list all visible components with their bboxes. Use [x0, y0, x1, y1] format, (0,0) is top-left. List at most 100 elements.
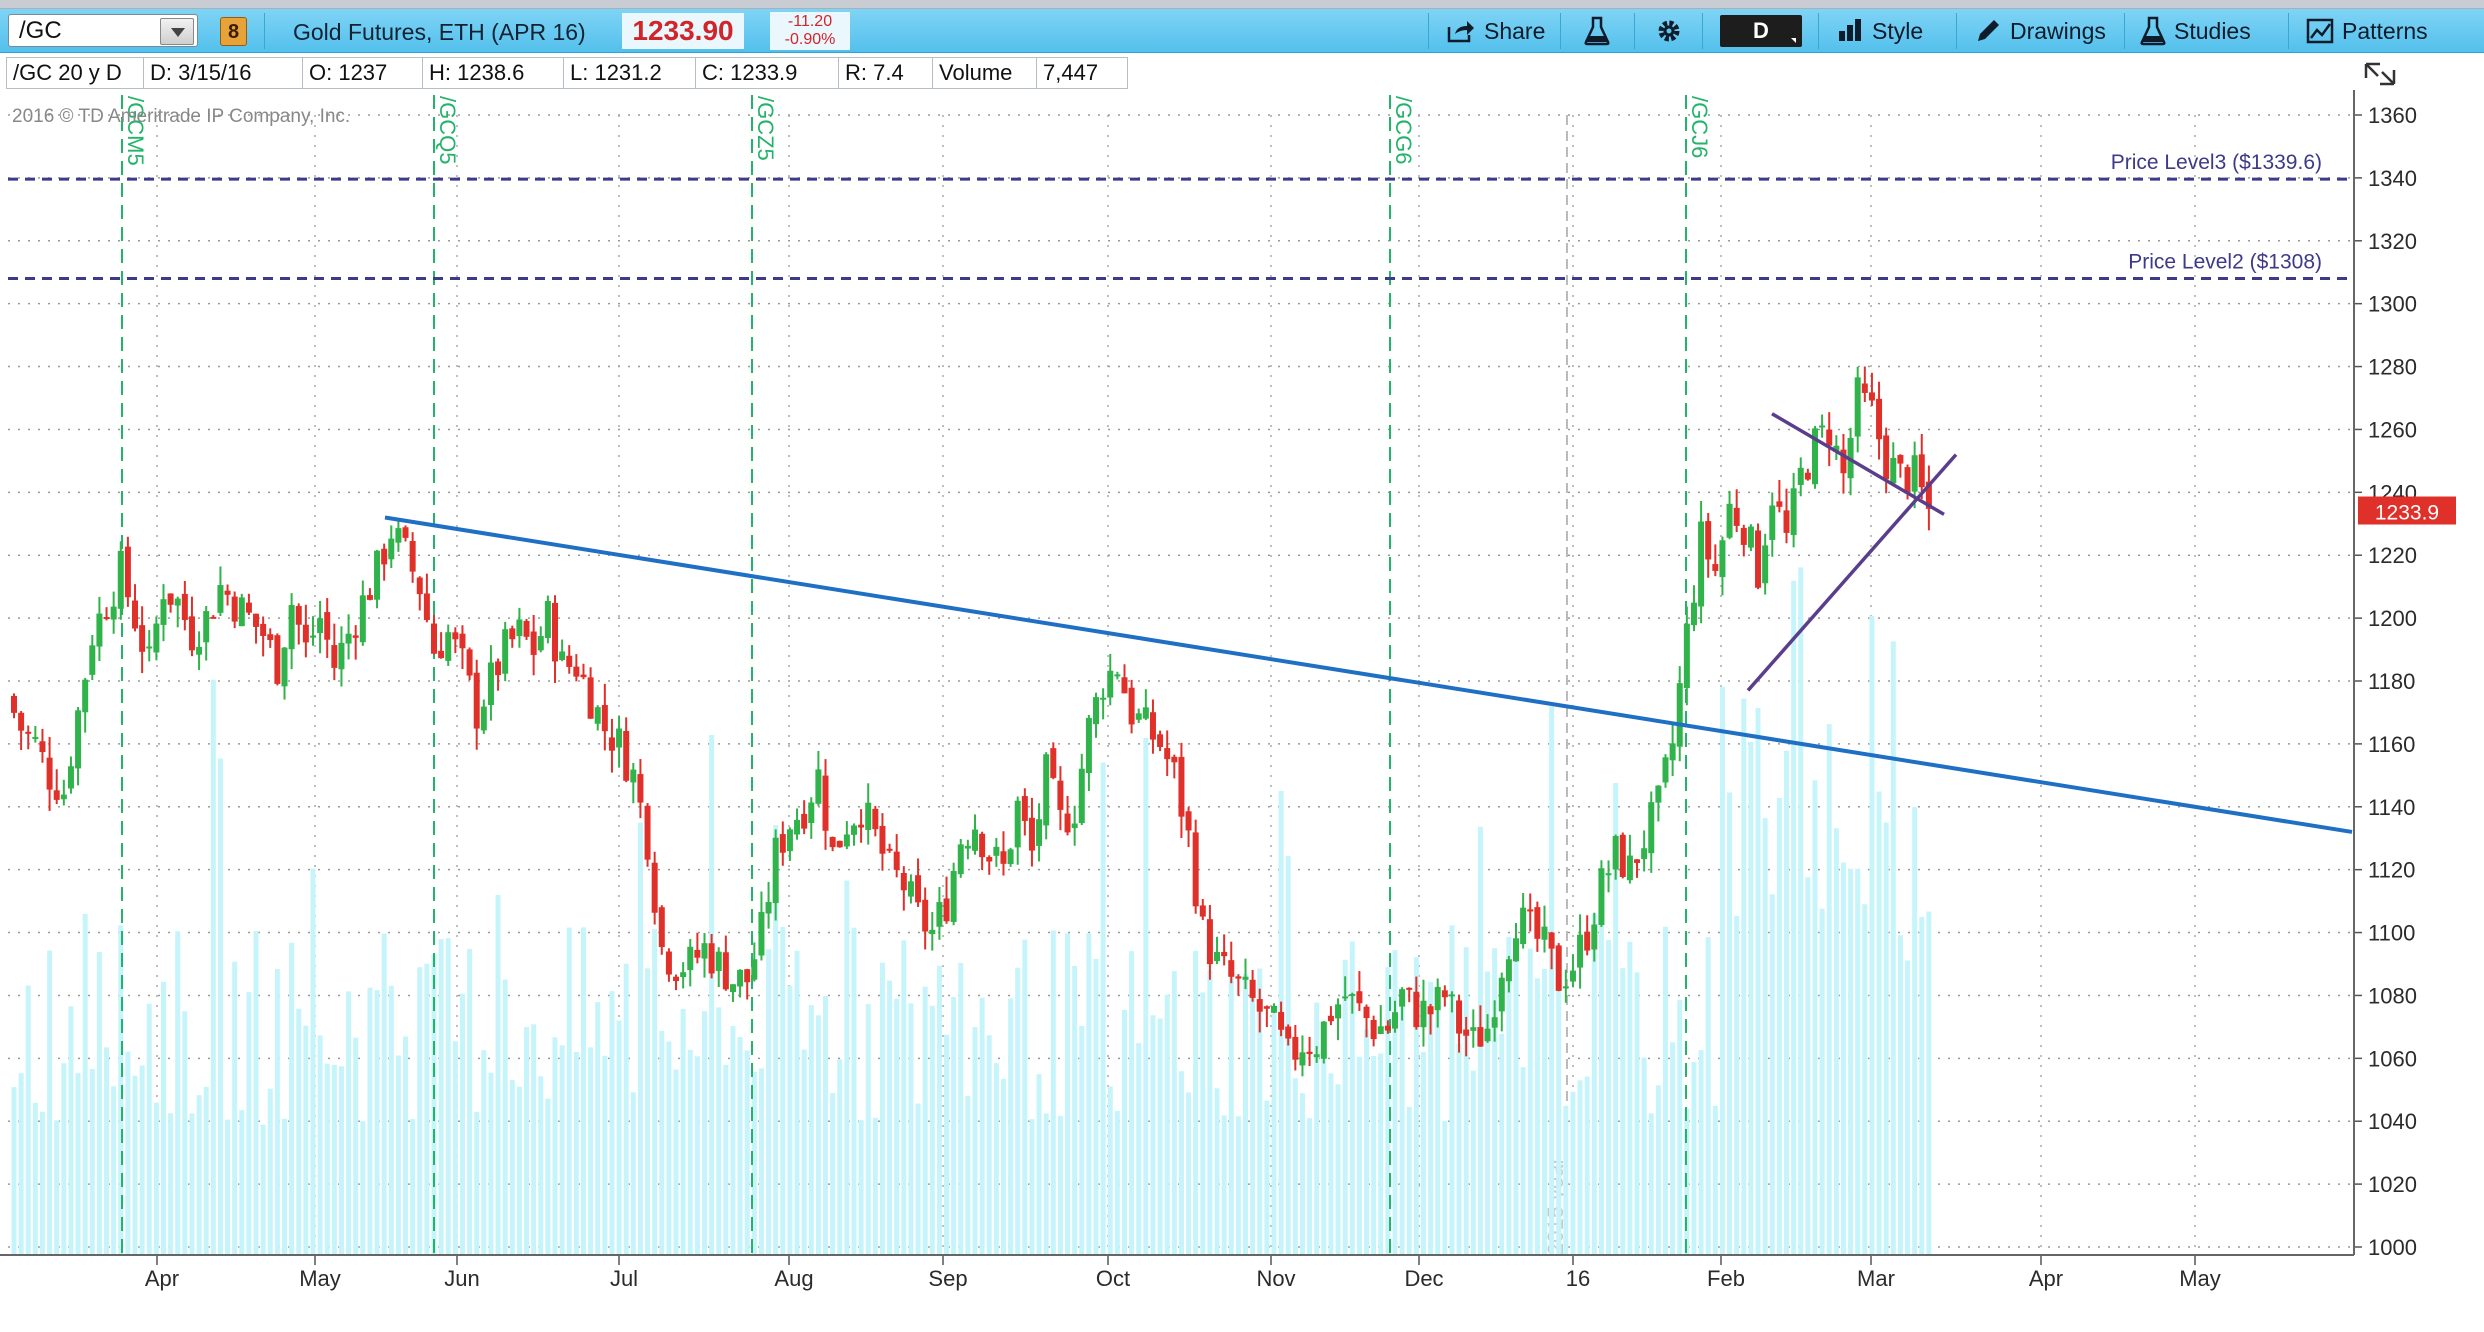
candle-body: [694, 949, 701, 958]
trendlines[interactable]: [384, 412, 2353, 834]
volume-bar: [403, 1036, 409, 1255]
volume-bar: [958, 962, 964, 1255]
candlesticks: [11, 366, 1932, 1077]
candle-body: [1171, 756, 1178, 763]
volume-bar: [815, 1015, 821, 1255]
last-price-tag-label: 1233.9: [2375, 502, 2439, 525]
thinkback-button[interactable]: [1584, 12, 1610, 50]
volume-bar: [374, 990, 380, 1255]
volume-bar: [1584, 1076, 1590, 1255]
volume-bar: [652, 929, 658, 1255]
volume-bar: [1919, 917, 1925, 1255]
candle-body: [1192, 832, 1199, 907]
volume-bar: [260, 1124, 266, 1255]
candle-body: [630, 769, 637, 783]
candle-body: [1242, 976, 1249, 980]
volume-bar: [388, 985, 394, 1255]
volume-bar: [808, 1005, 814, 1255]
candle-body: [1520, 907, 1527, 945]
candle-body: [737, 969, 744, 987]
candle-body: [665, 951, 672, 975]
volume-bar: [1235, 1116, 1241, 1255]
symbol-dropdown-button[interactable]: [160, 18, 194, 45]
volume-bar: [993, 1063, 999, 1255]
volume-bar: [381, 933, 387, 1255]
volume-bar: [1485, 971, 1491, 1255]
volume-bar: [274, 969, 280, 1255]
volume-bar: [1784, 750, 1790, 1255]
y-tick-label: 1200: [2368, 606, 2417, 631]
candle-body: [1384, 1025, 1391, 1031]
info-date: D: 3/15/16: [143, 57, 302, 89]
candle-body: [1285, 1026, 1292, 1039]
volume-bar: [125, 1051, 131, 1255]
volume-bar: [146, 1003, 152, 1255]
candle-body: [1883, 435, 1890, 480]
volume-bar: [1157, 1018, 1163, 1255]
expiration-label: /GCJ6: [1687, 96, 1712, 158]
volume-bar: [1591, 913, 1597, 1255]
volume-bar: [901, 940, 907, 1255]
volume-bar: [894, 998, 900, 1255]
volume-bar: [1691, 1062, 1697, 1255]
settings-button[interactable]: [1654, 12, 1684, 50]
candle-body: [32, 736, 39, 739]
patterns-button[interactable]: Patterns: [2306, 12, 2428, 50]
candle-body: [1548, 932, 1555, 949]
volume-bar: [1228, 960, 1234, 1255]
candle-body: [309, 635, 316, 638]
aggregation-button[interactable]: D: [1720, 15, 1802, 47]
volume-bar: [1677, 1000, 1683, 1255]
candle-body: [1904, 467, 1911, 494]
zoom-reset-icon[interactable]: [2362, 58, 2398, 90]
x-tick-label: May: [2179, 1266, 2221, 1291]
volume-bar: [1100, 762, 1106, 1255]
volume-bar: [1805, 877, 1811, 1255]
candle-body: [174, 598, 181, 606]
candle-body: [751, 959, 758, 980]
volume-bar: [225, 1119, 231, 1255]
x-tick-label: May: [299, 1266, 341, 1291]
candle-body: [765, 901, 772, 914]
link-group-badge[interactable]: 8: [220, 17, 247, 46]
volume-bar: [609, 991, 615, 1255]
pencil-icon: [1978, 20, 1999, 41]
candle-body: [160, 599, 167, 625]
volume-bar: [1741, 698, 1747, 1255]
info-range: R: 7.4: [838, 57, 932, 89]
candle-body: [936, 902, 943, 927]
volume-bar: [972, 1027, 978, 1255]
candle-body: [423, 593, 430, 621]
volume-bar: [1883, 822, 1889, 1255]
style-button[interactable]: Style: [1836, 12, 1923, 50]
volume-bar: [1364, 1029, 1370, 1255]
share-button[interactable]: Share: [1446, 12, 1545, 50]
price-chart[interactable]: 2015 year /GCM5/GCQ5/GCZ5/GCG6/GCJ6 Pric…: [0, 90, 2484, 1332]
volume-bar: [104, 1047, 110, 1255]
volume-bar: [645, 968, 651, 1255]
candle-body: [801, 813, 808, 829]
candle-body: [1278, 1011, 1285, 1030]
candle-body: [929, 929, 936, 935]
candle-body: [758, 912, 765, 956]
volume-bar: [694, 1056, 700, 1255]
y-tick-label: 1040: [2368, 1109, 2417, 1134]
volume-bar: [1371, 1056, 1377, 1255]
y-tick-label: 1360: [2368, 103, 2417, 128]
volume-bar: [1762, 818, 1768, 1255]
studies-button[interactable]: Studies: [2140, 12, 2251, 50]
candle-body: [850, 825, 857, 835]
volume-bar: [1776, 797, 1782, 1255]
candle-body: [445, 632, 452, 661]
volume-bar: [1186, 1092, 1192, 1255]
volume-bar: [424, 963, 430, 1255]
volume-bar: [915, 1103, 921, 1255]
candle-body: [1833, 445, 1840, 452]
volume-bar: [1022, 939, 1028, 1255]
candle-body: [1861, 383, 1868, 393]
volume-bar: [1321, 1025, 1327, 1255]
candle-body: [879, 825, 886, 854]
drawings-button[interactable]: Drawings: [1974, 12, 2106, 50]
volume-bar: [175, 931, 181, 1255]
share-label: Share: [1484, 18, 1546, 44]
